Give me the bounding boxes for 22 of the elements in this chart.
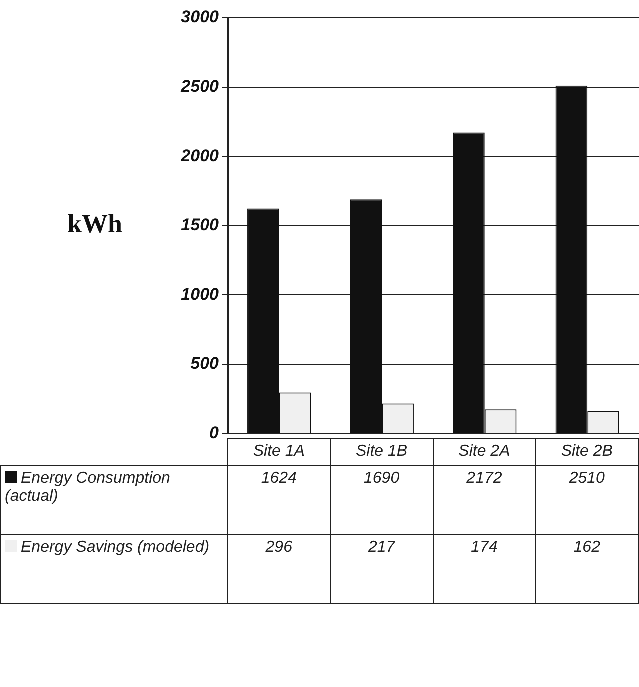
y-tick-label: 500 [190,354,220,374]
y-tick-label: 3000 [181,8,220,27]
y-tick-label: 1500 [181,216,220,235]
y-tick-label: 0 [210,423,220,442]
data-label: 2172 [433,465,536,534]
y-tick-label: 1000 [181,284,220,304]
data-label: 296 [228,534,330,604]
legend-label: Energy Consumption (actual) [0,465,228,534]
data-label: 1690 [330,465,434,534]
x-tick-label: Site 2B [536,438,638,466]
data-label: 1624 [228,465,330,534]
y-tick-label: 2000 [180,146,220,166]
x-tick-label: Site 2A [433,438,536,466]
y-axis-title: kWh [68,210,123,239]
data-label: 162 [536,534,638,604]
legend-label: Energy Savings (modeled) [0,534,228,604]
data-label: 217 [330,534,434,604]
y-tick-label: 2500 [180,76,220,96]
x-tick-label: Site 1B [330,438,434,466]
x-tick-label: Site 1A [228,438,330,466]
data-label: 2510 [536,465,638,534]
data-label: 174 [433,534,536,604]
